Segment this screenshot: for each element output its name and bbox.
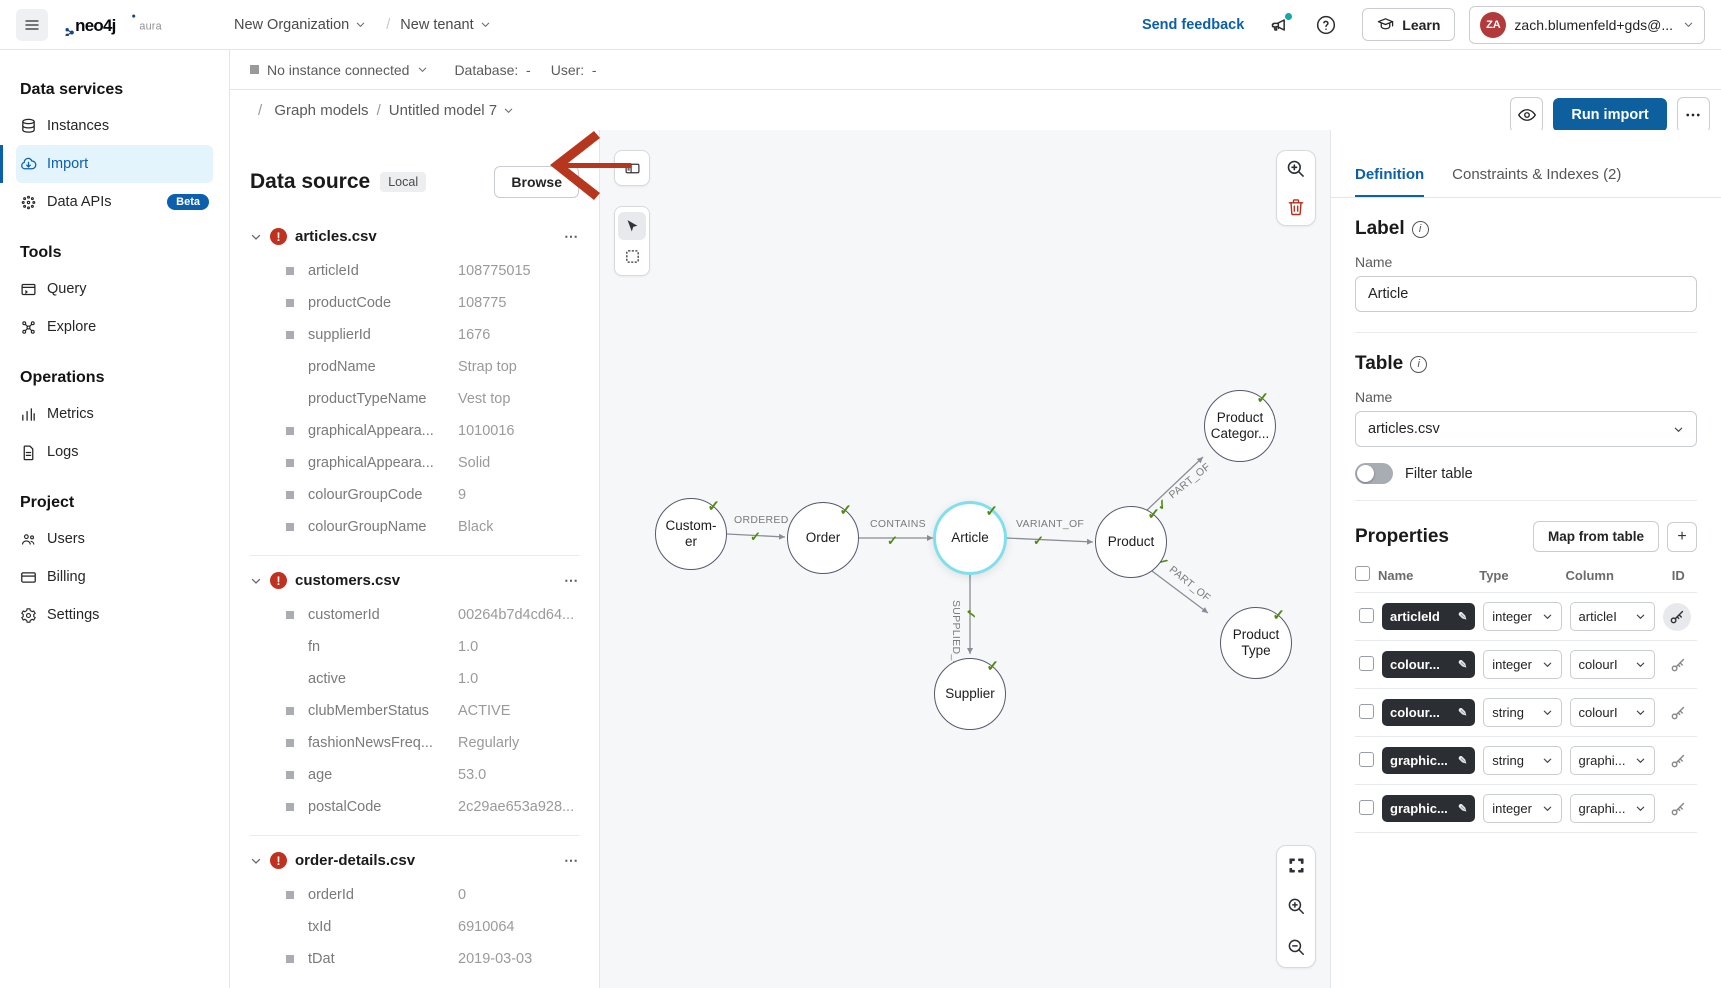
svg-text:aura: aura — [139, 20, 162, 32]
svg-text:neo4j: neo4j — [75, 16, 116, 35]
